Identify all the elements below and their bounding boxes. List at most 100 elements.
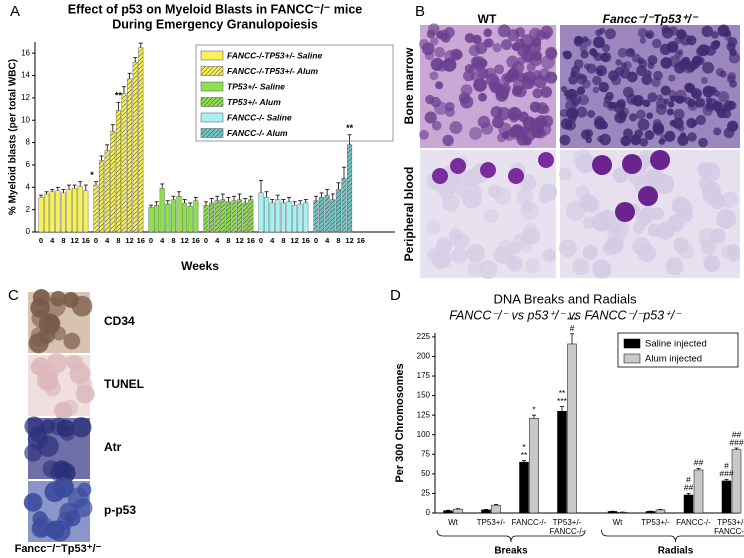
bar [324,194,330,233]
cell [63,332,81,350]
bar [443,510,453,514]
bar [93,184,99,233]
genotype-label: Fancc⁻/⁻Tp53⁺/⁻ [15,543,102,555]
cell [709,86,717,94]
micrograph-cells [418,23,558,147]
blast-cell [622,154,642,174]
cell [426,29,436,39]
cell [71,295,93,317]
bar [347,144,353,233]
x-tick-label: 0 [314,236,318,245]
cell [430,57,444,71]
cell [478,92,487,102]
cell [497,107,511,121]
cell [690,120,698,127]
bar [491,504,501,514]
cell [638,59,648,69]
annotation: ## [684,483,694,493]
bar [519,461,529,514]
x-axis-label: Weeks [181,259,219,273]
row-label: Bone marrow [402,47,416,124]
cell [637,118,650,131]
blast-cell [638,186,658,206]
blast-cell [480,162,496,178]
y-tick-label: 16 [21,48,30,57]
cell [605,236,624,255]
y-tick-label: 4 [26,182,31,191]
bar [731,449,742,514]
x-tick-label: 0 [149,236,153,245]
bar [38,197,44,233]
x-tick-label: 16 [247,236,255,245]
stain-label: Atr [104,440,122,454]
x-tick-label: 16 [357,236,365,245]
bar [187,206,193,233]
blast-cell [592,155,612,175]
cell [616,99,626,109]
x-tick-label: 8 [281,236,285,245]
cell [595,65,607,77]
x-tick-label: 4 [215,236,220,245]
y-tick-label: 0 [426,508,431,517]
cell [612,167,629,184]
cell [466,244,485,263]
bar [683,494,694,514]
cell [494,64,505,75]
y-tick-label: 200 [417,352,431,361]
bar [176,196,182,233]
cell [620,62,628,69]
cell [658,138,666,145]
bar [567,343,577,514]
bar [280,202,286,233]
cell [450,48,462,61]
bar [115,109,121,233]
cell [582,216,596,229]
legend-swatch [200,128,224,138]
cell [654,174,675,195]
bar [330,199,336,233]
cell [464,169,482,187]
cell [28,333,49,354]
cell [593,115,605,127]
annotation: ### [729,437,743,447]
cell [691,88,702,100]
x-tick-label: TP53+/- [476,518,506,527]
cell [700,76,708,84]
cell [597,135,604,143]
cell [57,512,75,530]
blast-cell [432,168,448,184]
cell [646,32,653,39]
cell [573,148,593,168]
panel-label: A [10,3,20,20]
bar [132,61,138,233]
y-tick-label: 12 [21,93,30,102]
cell [430,96,441,108]
x-tick-label: 0 [39,236,43,245]
cell [668,26,678,36]
blast-cell [508,168,524,184]
cell [77,482,92,497]
bar [214,200,220,233]
column-label: Fancc⁻/⁻Tp53⁺/⁻ [603,12,699,26]
cell [625,47,635,58]
group-label: Radials [658,546,694,557]
y-tick-label: 125 [417,410,431,419]
bar [121,93,127,233]
cell [540,86,553,98]
cell [492,42,502,53]
cell [468,44,481,57]
cell [438,29,450,41]
cell [647,92,658,103]
cell [419,130,429,140]
x-tick-label: 16 [82,236,90,245]
cell [678,60,689,71]
cell [631,53,641,63]
bar [453,508,463,514]
bar [258,192,264,233]
bar [529,418,539,514]
x-tick-label: 0 [204,236,208,245]
cell [680,132,687,139]
cell [660,85,671,96]
bar [275,199,281,233]
cell [46,352,67,374]
